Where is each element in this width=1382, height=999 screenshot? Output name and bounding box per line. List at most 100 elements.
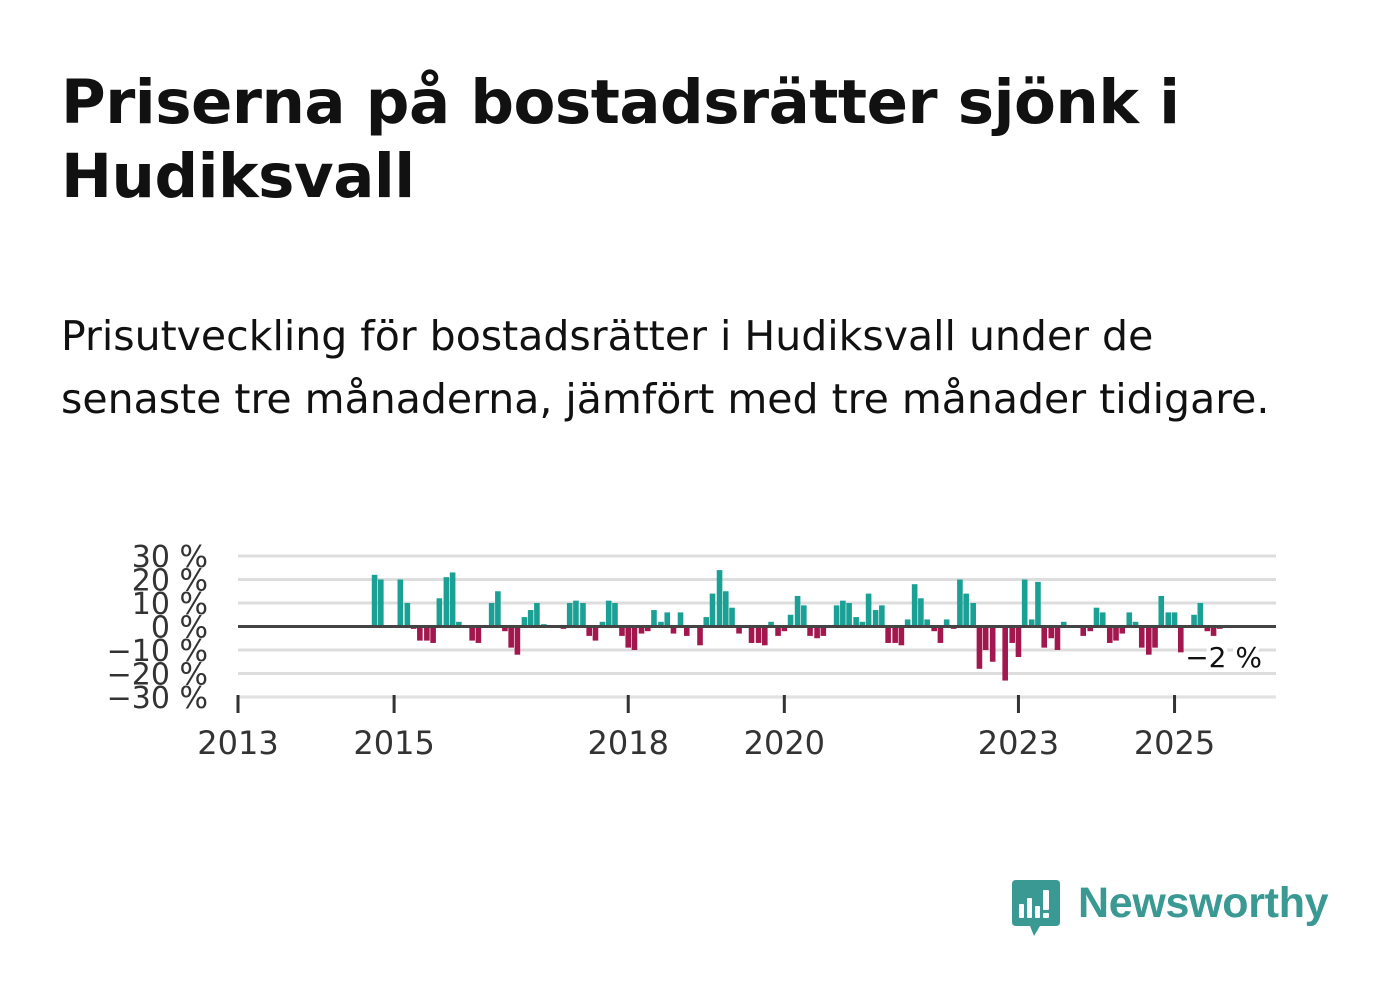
bar (794, 595, 801, 627)
bar (963, 593, 969, 627)
bar-layer (371, 570, 1223, 681)
bar (1080, 626, 1087, 636)
bar (781, 626, 788, 632)
bar (612, 603, 618, 627)
bar (488, 603, 495, 627)
bar (982, 626, 989, 650)
bar (1210, 626, 1217, 636)
bar (859, 621, 866, 627)
x-tick-label: 2023 (978, 724, 1059, 762)
bar (449, 572, 456, 627)
bar (1106, 626, 1113, 643)
bar (1145, 626, 1152, 655)
bar (1152, 626, 1158, 648)
bar (514, 626, 521, 655)
bar (1048, 626, 1055, 639)
y-tick-label: −10 % (107, 634, 208, 669)
bar (1054, 626, 1061, 650)
bar (748, 626, 755, 643)
bar (898, 626, 905, 646)
latest-value-annotation: −2 % (1185, 641, 1262, 674)
newsworthy-logo-icon (1012, 880, 1060, 936)
y-tick-label: −30 % (107, 681, 208, 716)
bar (404, 603, 411, 627)
bar (508, 626, 514, 648)
bar (638, 626, 645, 634)
bar (879, 605, 885, 627)
bar (762, 626, 768, 646)
bar (1138, 626, 1145, 648)
bar (1191, 614, 1197, 627)
bar (1009, 626, 1016, 643)
y-tick-label: 0 % (151, 611, 208, 646)
bar (904, 619, 911, 627)
bar (787, 614, 794, 627)
y-tick-label: 10 % (132, 587, 208, 622)
bar (729, 607, 735, 627)
bar (502, 626, 508, 632)
bar (625, 626, 632, 648)
bar (1177, 626, 1184, 653)
bar (586, 626, 592, 636)
bar (814, 626, 820, 639)
bar (872, 610, 879, 627)
bar (1015, 626, 1022, 658)
bar (768, 621, 774, 627)
bar (709, 593, 716, 627)
bar (534, 603, 540, 627)
bar (1119, 626, 1126, 634)
bar (1041, 626, 1048, 648)
bar (664, 612, 671, 627)
x-tick-label: 2013 (197, 724, 278, 762)
bar (846, 603, 852, 627)
bar (677, 612, 684, 627)
bar (599, 621, 606, 627)
bar (1087, 626, 1094, 632)
newsworthy-logo: Newsworthy (1010, 878, 1329, 942)
newsworthy-logo-text: Newsworthy (1078, 879, 1329, 927)
bar (957, 579, 963, 627)
bar (527, 610, 534, 627)
bar (736, 626, 742, 634)
bar (976, 626, 983, 669)
bar (865, 593, 872, 627)
bar (592, 626, 599, 641)
bar (924, 619, 930, 627)
bar (430, 626, 436, 643)
bar (1021, 579, 1028, 627)
bar (670, 626, 677, 634)
bar (840, 600, 846, 627)
bar (475, 626, 482, 643)
bar (1126, 612, 1133, 627)
bar (918, 598, 924, 627)
bar (989, 626, 996, 662)
bar (716, 570, 723, 627)
bar (378, 579, 384, 627)
bar (833, 605, 840, 627)
bar (937, 626, 944, 643)
bar (1197, 603, 1204, 627)
bar (1171, 612, 1178, 627)
bar (417, 626, 423, 641)
bar (580, 603, 586, 627)
bar (1099, 612, 1106, 627)
x-tick-label: 2015 (353, 724, 434, 762)
x-tick-label: 2025 (1134, 724, 1215, 762)
bar (443, 577, 450, 627)
bar (683, 626, 690, 636)
annotation-layer: −2 %−2 % (1181, 637, 1266, 678)
bar (892, 626, 898, 643)
bar (658, 621, 664, 627)
bar (605, 600, 612, 627)
y-tick-label: −20 % (107, 658, 208, 693)
bar (456, 621, 462, 627)
bar (703, 617, 710, 627)
bar (853, 617, 859, 627)
bar (755, 626, 762, 643)
bar (644, 626, 651, 632)
bar (911, 584, 918, 627)
bar (1165, 612, 1172, 627)
bar (495, 591, 501, 627)
bar (970, 603, 976, 627)
